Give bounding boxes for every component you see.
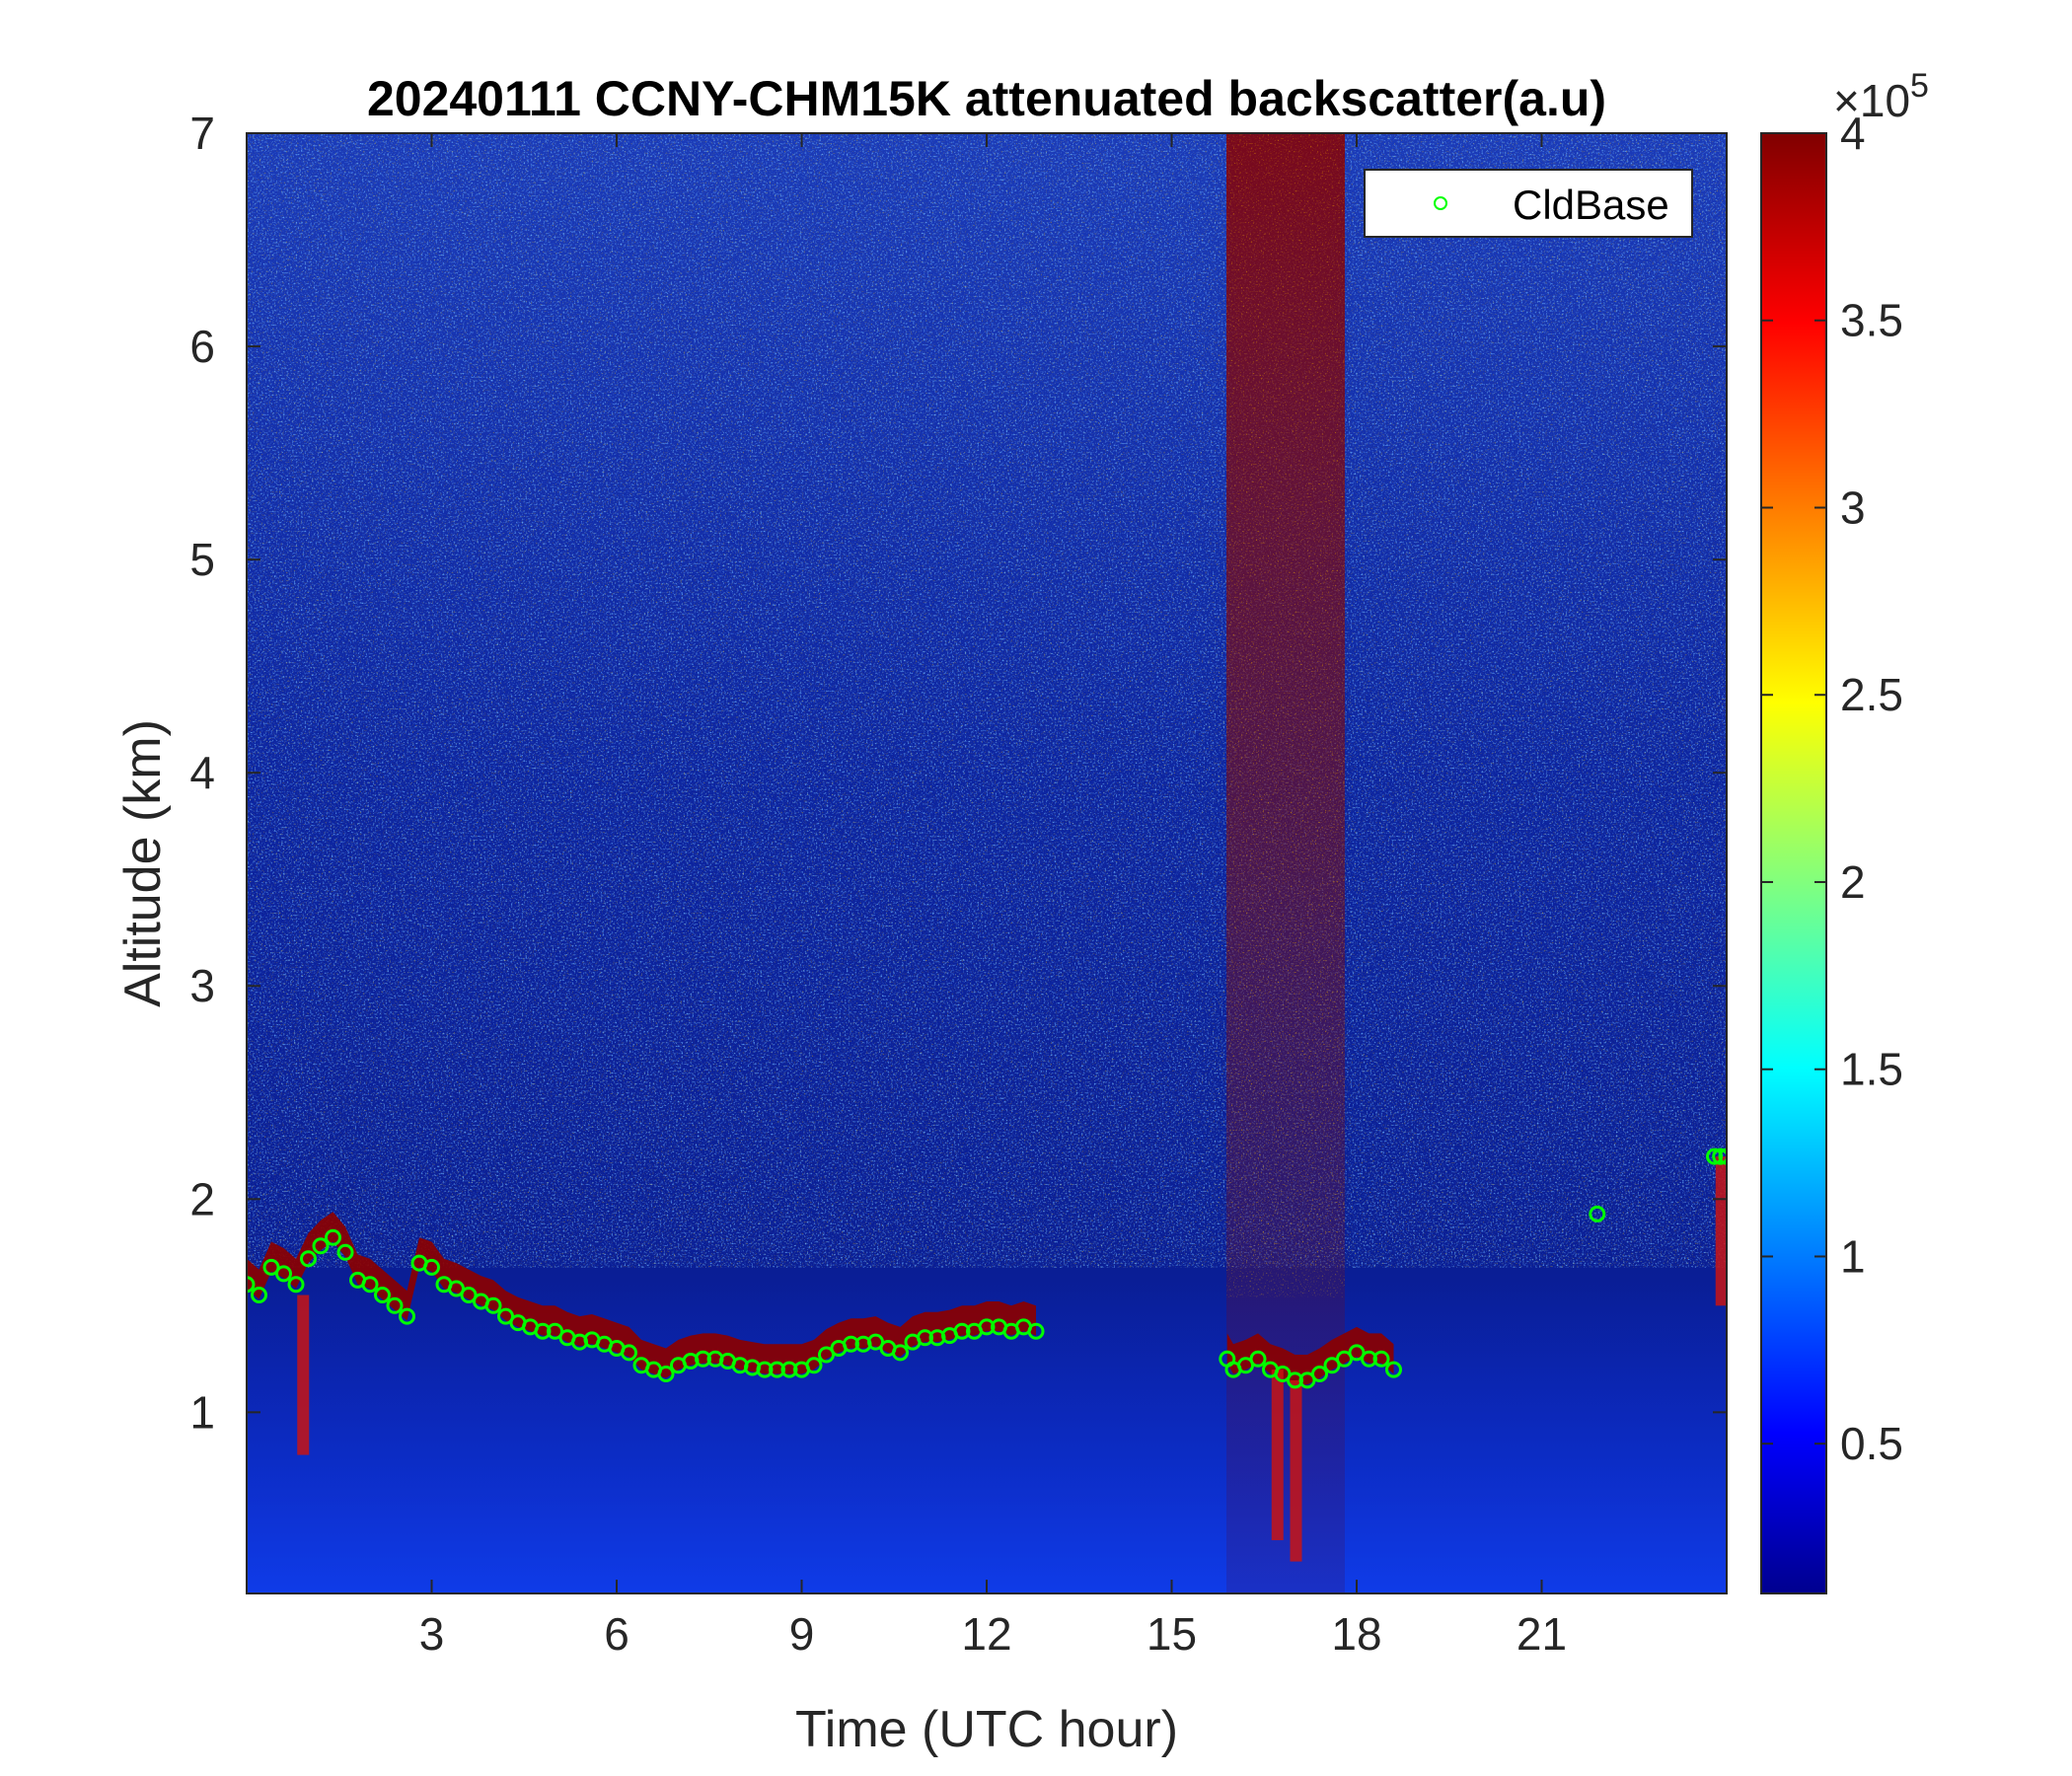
cldbase-point <box>423 1258 440 1276</box>
colorbar-tick-label: 1 <box>1840 1230 1866 1282</box>
x-tick-label: 3 <box>419 1608 445 1660</box>
legend-label-cldbase: CldBase <box>1513 182 1669 228</box>
y-tick-label: 1 <box>189 1386 215 1438</box>
cldbase-point <box>657 1366 675 1382</box>
colorbar-tick-label: 2 <box>1840 856 1866 908</box>
cloud-layer-secondary <box>1226 1326 1394 1385</box>
y-axis: 1 2 3 4 5 6 7 <box>189 108 1727 1438</box>
cldbase-point <box>374 1287 391 1303</box>
y-tick-label: 7 <box>189 108 215 159</box>
x-tick-label: 18 <box>1331 1608 1381 1660</box>
precip-streak <box>1290 1379 1302 1562</box>
x-tick-label: 6 <box>604 1608 629 1660</box>
cldbase-point <box>892 1344 909 1362</box>
cldbase-point <box>361 1276 379 1294</box>
cldbase-point <box>460 1287 478 1303</box>
cldbase-point <box>1249 1350 1267 1368</box>
chart-title: 20240111 CCNY-CHM15K attenuated backscat… <box>367 71 1606 126</box>
cldbase-point <box>448 1280 465 1297</box>
cldbase-point <box>287 1276 305 1294</box>
y-tick-label: 3 <box>189 960 215 1011</box>
legend-box <box>1364 169 1693 238</box>
cldbase-point <box>1311 1366 1328 1382</box>
cldbase-point <box>386 1296 404 1314</box>
heatmap-plume-noise <box>1226 133 1345 1297</box>
cldbase-point <box>399 1307 415 1325</box>
precip-streak <box>297 1295 310 1455</box>
cldbase-point <box>247 1276 256 1294</box>
cldbase-point <box>1385 1361 1402 1378</box>
colorbar-tick-label: 1.5 <box>1840 1044 1903 1095</box>
cldbase-point <box>336 1243 354 1261</box>
legend-marker <box>1434 196 1447 210</box>
cldbase-point <box>1589 1205 1606 1222</box>
cldbase-point <box>1237 1357 1254 1374</box>
cldbase-point <box>262 1258 280 1276</box>
y-tick-label: 5 <box>189 534 215 585</box>
colorbar-tick-label: 3 <box>1840 481 1866 533</box>
cldbase-point <box>1718 1147 1727 1165</box>
y-tick-label: 4 <box>189 747 215 798</box>
cldbase-point <box>497 1307 514 1325</box>
cldbase-point <box>818 1346 835 1364</box>
colorbar-gradient <box>1761 133 1826 1593</box>
cldbase-point <box>275 1265 292 1283</box>
cldbase-point <box>1372 1350 1390 1368</box>
cldbase-point <box>1712 1147 1727 1165</box>
x-axis: 3 6 9 12 15 18 21 <box>419 133 1567 1660</box>
precip-streak <box>1715 1156 1727 1306</box>
cldbase-point <box>484 1296 502 1314</box>
cloud-streaks <box>297 1156 1727 1562</box>
x-tick-label: 12 <box>961 1608 1011 1660</box>
colorbar-frame <box>1760 132 1827 1594</box>
cldbase-point <box>300 1250 317 1268</box>
x-axis-label: Time (UTC hour) <box>795 1701 1178 1758</box>
cldbase-point <box>805 1357 823 1374</box>
colorbar: 0.5 1 1.5 2 2.5 3 3.5 4 ×105 <box>1760 67 1929 1594</box>
heatmap-image <box>247 133 1727 1593</box>
colorbar-tick-label: 2.5 <box>1840 669 1903 720</box>
cldbase-point <box>1323 1357 1341 1374</box>
cldbase-point <box>1027 1322 1045 1340</box>
colorbar-exponent: ×105 <box>1833 67 1929 126</box>
x-tick-label: 15 <box>1147 1608 1197 1660</box>
cldbase-point <box>621 1344 637 1362</box>
precip-streak <box>1271 1369 1284 1540</box>
heatmap-warm-noise <box>247 133 1727 1268</box>
cloud-layer <box>247 1212 1036 1378</box>
cldbase-point <box>312 1237 330 1255</box>
cldbase-point <box>251 1287 267 1303</box>
y-tick-label: 2 <box>189 1173 215 1224</box>
y-axis-label: Altitude (km) <box>114 719 172 1007</box>
y-tick-label: 6 <box>189 321 215 372</box>
cldbase-point <box>547 1322 563 1340</box>
x-tick-label: 21 <box>1517 1608 1567 1660</box>
colorbar-tick-label: 0.5 <box>1840 1418 1903 1469</box>
x-tick-label: 9 <box>789 1608 815 1660</box>
colorbar-tick-label: 4 <box>1840 108 1866 159</box>
legend: CldBase <box>1364 169 1693 238</box>
colorbar-ticks: 0.5 1 1.5 2 2.5 3 3.5 4 <box>1761 108 1903 1469</box>
cldbase-markers <box>247 1147 1727 1389</box>
cldbase-point <box>325 1228 341 1246</box>
colorbar-tick-label: 3.5 <box>1840 295 1903 346</box>
